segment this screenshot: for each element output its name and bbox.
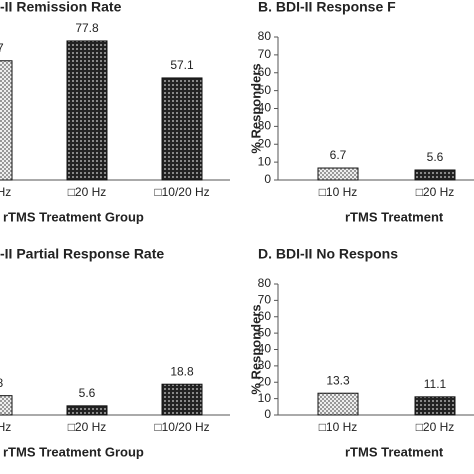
value-label: 11.1 — [424, 377, 447, 391]
x-axis-label: rTMS Treatment Group — [3, 209, 144, 224]
x-axis-label: rTMS Treatment — [345, 444, 444, 459]
bar — [414, 169, 456, 181]
y-tick-label: 60 — [258, 309, 272, 323]
y-axis-label: % Responders — [248, 63, 263, 153]
value-label: 18.8 — [170, 364, 194, 378]
bar — [0, 395, 13, 416]
y-tick-label: 30 — [258, 119, 272, 133]
bar — [0, 60, 13, 181]
bar — [161, 77, 203, 181]
y-tick-label: 50 — [258, 325, 272, 339]
value-label: 77.8 — [75, 21, 99, 35]
x-tick-label: □10 Hz — [0, 420, 11, 434]
bar — [317, 167, 359, 181]
panel-title: -II Partial Response Rate — [0, 246, 164, 262]
y-tick-label: 80 — [258, 29, 272, 43]
value-label: 6.7 — [330, 148, 347, 162]
x-axis-label: rTMS Treatment — [345, 209, 444, 224]
x-tick-label: □20 Hz — [416, 420, 455, 434]
y-tick-label: 20 — [258, 374, 272, 388]
y-tick-label: 10 — [258, 154, 272, 168]
x-tick-label: □10/20 Hz — [154, 420, 209, 434]
x-tick-label: □20 Hz — [68, 185, 107, 199]
x-tick-label: □10 Hz — [0, 185, 11, 199]
y-tick-label: 70 — [258, 293, 272, 307]
y-tick-label: 80 — [258, 276, 272, 290]
bar — [317, 392, 359, 416]
y-tick-label: 40 — [258, 101, 272, 115]
x-tick-label: □20 Hz — [416, 185, 455, 199]
y-tick-label: 60 — [258, 65, 272, 79]
value-label: 13.3 — [326, 373, 350, 387]
y-tick-label: 50 — [258, 83, 272, 97]
value-label: 57.1 — [170, 58, 194, 72]
x-tick-label: □10 Hz — [319, 185, 358, 199]
y-tick-label: 0 — [264, 172, 271, 186]
panel-title: B. BDI-II Response F — [258, 0, 396, 15]
x-axis-label: rTMS Treatment Group — [3, 444, 144, 459]
value-label: 11.8 — [0, 376, 4, 390]
value-label: 66.7 — [0, 41, 4, 55]
y-tick-label: 40 — [258, 342, 272, 356]
y-tick-label: 70 — [258, 47, 272, 61]
x-tick-label: □10/20 Hz — [154, 185, 209, 199]
panel-title: -II Remission Rate — [0, 0, 122, 15]
y-tick-label: 20 — [258, 136, 272, 150]
y-axis-label: % Responders — [248, 304, 263, 394]
y-tick-label: 10 — [258, 391, 272, 405]
x-tick-label: □10 Hz — [319, 420, 358, 434]
x-tick-label: □20 Hz — [68, 420, 107, 434]
value-label: 5.6 — [427, 150, 444, 164]
bar — [66, 405, 108, 416]
value-label: 5.6 — [79, 386, 96, 400]
y-tick-label: 30 — [258, 358, 272, 372]
y-tick-label: 0 — [264, 407, 271, 421]
panel-title: D. BDI-II No Respons — [258, 246, 398, 262]
bar — [414, 396, 456, 416]
bar — [66, 40, 108, 181]
bar — [161, 383, 203, 416]
